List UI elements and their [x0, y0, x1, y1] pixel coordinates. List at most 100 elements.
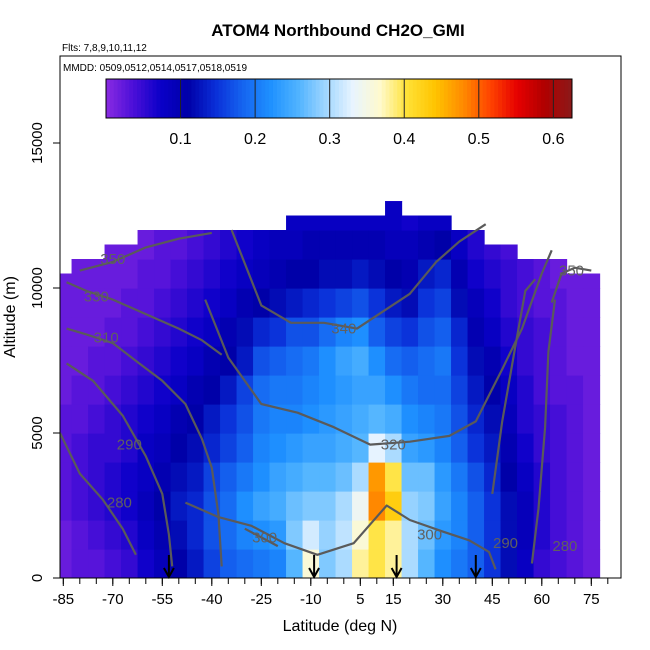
colorbar-swatch	[137, 79, 142, 118]
heatmap-cell	[517, 375, 535, 405]
heatmap-cell	[253, 549, 271, 578]
heatmap-cell	[385, 375, 403, 405]
heatmap-cell	[269, 230, 287, 260]
heatmap-cell	[368, 288, 386, 318]
heatmap-cell	[566, 346, 584, 376]
heatmap-cell	[137, 230, 155, 260]
colorbar-swatch	[498, 79, 503, 118]
colorbar-swatch	[564, 79, 569, 118]
heatmap-cell	[170, 491, 188, 521]
heatmap-cell	[187, 317, 205, 347]
colorbar-swatch	[405, 79, 410, 118]
heatmap-cell	[302, 375, 320, 405]
heatmap-cell	[121, 549, 139, 578]
heatmap-cell	[451, 288, 469, 318]
colorbar-swatch	[560, 79, 565, 118]
heatmap-cell	[302, 491, 320, 521]
contour-line	[65, 362, 174, 567]
colorbar-swatch	[381, 79, 387, 118]
colorbar-swatch	[420, 79, 425, 118]
heatmap-cell	[60, 491, 73, 521]
heatmap-cell	[104, 317, 122, 347]
colorbar-tick-label: 0.4	[393, 131, 415, 148]
colorbar-tick-label: 0.3	[319, 131, 341, 148]
colorbar-swatch	[199, 79, 204, 118]
heatmap-cell	[583, 549, 601, 578]
heatmap-cell	[484, 520, 502, 550]
colorbar-swatch	[284, 79, 290, 118]
colorbar-swatch	[455, 79, 460, 118]
contour-line	[66, 327, 223, 567]
colorbar-swatch	[187, 79, 192, 118]
heatmap-cell	[385, 520, 403, 550]
heatmap-cells	[60, 201, 601, 578]
heatmap-cell	[220, 317, 238, 347]
heatmap-cell	[269, 462, 287, 492]
colorbar-tick-label: 0.6	[542, 131, 564, 148]
contour-label: 290	[117, 437, 142, 454]
colorbar-swatch	[249, 79, 255, 118]
heatmap-cell	[451, 230, 469, 260]
colorbar-swatch	[335, 79, 340, 118]
chart-title: ATOM4 Northbound CH2O_GMI	[211, 21, 464, 40]
heatmap-cell	[434, 346, 452, 376]
heatmap-cell	[335, 375, 353, 405]
heatmap-cell	[302, 288, 320, 318]
contour-line	[66, 281, 223, 356]
colorbar-swatch	[191, 79, 196, 118]
contour-label: 340	[331, 321, 356, 338]
heatmap-cell	[335, 259, 353, 289]
heatmap-cell	[137, 549, 155, 578]
heatmap-cell	[121, 520, 139, 550]
heatmap-cell	[154, 346, 172, 376]
heatmap-cell	[170, 317, 188, 347]
heatmap-cell	[500, 317, 518, 347]
colorbar-swatch	[206, 79, 212, 118]
colorbar-swatch	[533, 79, 538, 118]
heatmap-cell	[220, 433, 238, 463]
colorbar-swatch	[203, 79, 208, 118]
heatmap-cell	[286, 491, 304, 521]
heatmap-cell	[517, 491, 535, 521]
heatmap-cell	[137, 404, 155, 434]
heatmap-cell	[566, 549, 584, 578]
heatmap-cell	[236, 346, 254, 376]
heatmap-cell	[566, 462, 584, 492]
heatmap-cell	[500, 462, 518, 492]
heatmap-cell	[401, 404, 419, 434]
heatmap-cell	[220, 404, 238, 434]
colorbar-swatch	[129, 79, 134, 118]
heatmap-cell	[269, 317, 287, 347]
heatmap-cell	[418, 215, 436, 231]
colorbar-swatch	[366, 79, 371, 118]
heatmap-cell	[269, 404, 287, 434]
heatmap-cell	[121, 375, 139, 405]
heatmap-cell	[566, 288, 584, 318]
colorbar-swatch	[304, 79, 309, 118]
contour-line	[204, 249, 553, 446]
heatmap-cell	[236, 549, 254, 578]
heatmap-cell	[187, 259, 205, 289]
colorbar-swatch	[172, 79, 177, 118]
heatmap-cell	[170, 288, 188, 318]
heatmap-cell	[60, 346, 73, 376]
heatmap-cell	[154, 462, 172, 492]
colorbar-swatch	[428, 79, 433, 118]
heatmap-cell	[484, 346, 502, 376]
heatmap-cell	[583, 404, 601, 434]
heatmap-cell	[236, 288, 254, 318]
colorbar-swatch	[179, 79, 185, 118]
colorbar-swatch	[109, 79, 115, 118]
x-tick-label: 30	[434, 591, 451, 608]
heatmap-cell	[187, 520, 205, 550]
colorbar-swatch	[148, 79, 154, 118]
heatmap-cell	[203, 549, 221, 578]
heatmap-cell	[368, 549, 386, 578]
colorbar-swatch	[552, 79, 557, 118]
colorbar-tick-label: 0.5	[468, 131, 490, 148]
contour-label: 320	[381, 437, 406, 454]
colorbar-swatch	[393, 79, 398, 118]
colorbar-swatch	[397, 79, 402, 118]
heatmap-cell	[60, 273, 73, 289]
heatmap-cell	[154, 549, 172, 578]
